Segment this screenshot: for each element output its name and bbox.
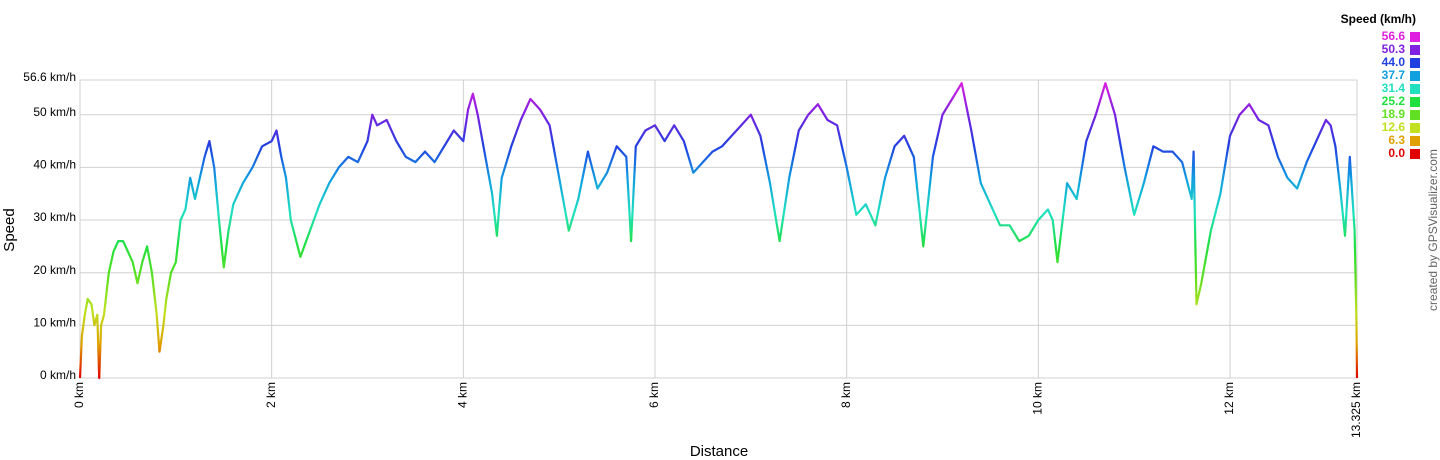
legend-label: 12.6 bbox=[1382, 120, 1406, 134]
x-axis-title: Distance bbox=[690, 443, 748, 460]
legend-swatch bbox=[1410, 149, 1420, 159]
x-tick-label: 0 km bbox=[72, 382, 86, 408]
legend-title: Speed (km/h) bbox=[1341, 12, 1416, 26]
y-tick-label: 56.6 km/h bbox=[23, 70, 76, 84]
y-tick-label: 30 km/h bbox=[33, 210, 76, 224]
x-tick-label: 2 km bbox=[264, 382, 278, 408]
legend-swatch bbox=[1410, 71, 1420, 81]
y-tick-label: 50 km/h bbox=[33, 105, 76, 119]
legend-label: 25.2 bbox=[1382, 94, 1406, 108]
legend-label: 50.3 bbox=[1382, 42, 1406, 56]
x-tick-label: 4 km bbox=[456, 382, 470, 408]
x-tick-label: 8 km bbox=[839, 382, 853, 408]
legend-swatch bbox=[1410, 32, 1420, 42]
legend-swatch bbox=[1410, 58, 1420, 68]
y-tick-label: 10 km/h bbox=[33, 316, 76, 330]
legend-label: 31.4 bbox=[1382, 81, 1406, 95]
x-tick-label: 12 km bbox=[1222, 382, 1236, 415]
legend-label: 44.0 bbox=[1382, 55, 1406, 69]
y-tick-label: 0 km/h bbox=[40, 368, 76, 382]
y-axis-title: Speed bbox=[1, 208, 18, 251]
legend-label: 37.7 bbox=[1382, 68, 1406, 82]
legend-swatch bbox=[1410, 136, 1420, 146]
legend-swatch bbox=[1410, 110, 1420, 120]
speed-line bbox=[78, 82, 1359, 380]
legend-label: 56.6 bbox=[1382, 29, 1406, 43]
x-tick-label: 13.325 km bbox=[1349, 382, 1363, 438]
legend-label: 18.9 bbox=[1382, 107, 1406, 121]
legend-swatch bbox=[1410, 123, 1420, 133]
y-tick-label: 40 km/h bbox=[33, 158, 76, 172]
legend-swatch bbox=[1410, 45, 1420, 55]
legend-swatch bbox=[1410, 97, 1420, 107]
credit: created by GPSVisualizer.com bbox=[1426, 149, 1440, 311]
legend-label: 0.0 bbox=[1388, 146, 1405, 160]
legend-label: 6.3 bbox=[1388, 133, 1405, 147]
legend-swatch bbox=[1410, 84, 1420, 94]
y-tick-label: 20 km/h bbox=[33, 263, 76, 277]
x-tick-label: 10 km bbox=[1031, 382, 1045, 415]
x-tick-label: 6 km bbox=[647, 382, 661, 408]
